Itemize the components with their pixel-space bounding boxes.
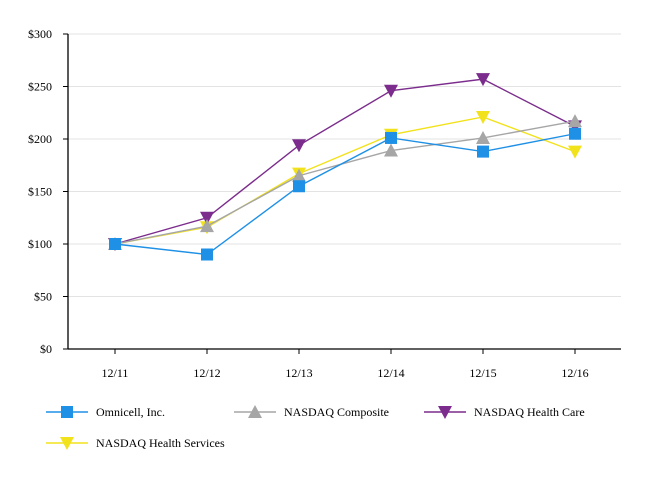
x-tick-label: 12/12 [193,366,220,380]
series-1 [108,114,582,250]
series-line [114,116,576,245]
grid-lines [68,33,621,297]
legend-swatch [46,437,88,450]
data-point-marker [292,168,306,182]
data-point-marker [568,114,582,128]
legend-swatch [424,406,466,419]
legend-label: NASDAQ Health Services [96,435,225,450]
y-axis-ticks: $0 $50 $100 $150 $200 $250 $300 [28,27,68,356]
legend-label: NASDAQ Composite [284,404,390,419]
legend-marker [248,405,262,418]
legend-label: NASDAQ Health Care [474,404,585,419]
y-tick-label: $300 [28,27,52,41]
data-point-marker [384,143,398,157]
data-point-marker [476,73,490,87]
legend-item: NASDAQ Health Services [46,433,225,453]
x-tick-label: 12/16 [561,366,588,380]
x-tick-label: 12/14 [377,366,404,380]
data-point-marker [476,130,490,144]
y-tick-label: $100 [28,237,52,251]
line-chart: $0$50$100$150$200$250$300 12/11 12/12 12/1… [28,27,621,380]
data-point-marker [200,211,214,225]
y-tick-label: $150 [28,185,52,199]
x-tick-label: 12/15 [469,366,496,380]
data-point-marker [109,238,121,250]
legend: Omnicell, Inc. NASDAQ Composite NASDAQ Hea… [0,395,654,465]
data-point-marker [293,180,305,193]
y-tick-label: $50 [34,290,52,304]
data-point-marker [568,145,582,159]
x-tick-label: 12/13 [285,366,312,380]
data-point-marker [476,110,490,124]
legend-item: NASDAQ Composite [234,402,389,422]
legend-marker [438,406,452,419]
series-group [108,73,582,261]
data-point-marker [201,248,213,261]
series-0 [109,127,581,261]
data-point-marker [385,131,397,144]
data-point-marker [292,139,306,153]
series-line [114,133,576,256]
y-tick-label: $0 [40,342,52,356]
x-axis-ticks: 12/11 12/12 12/13 12/14 12/15 12/16 [102,349,589,380]
legend-item: Omnicell, Inc. [46,402,165,422]
data-point-marker [200,219,214,233]
legend-label: Omnicell, Inc. [96,404,165,419]
legend-marker [61,406,73,418]
legend-swatch [234,405,276,418]
y-tick-label: $250 [28,80,52,94]
legend-swatch [46,406,88,418]
data-point-marker [477,145,489,158]
legend-marker [60,437,74,450]
data-point-marker [384,84,398,98]
x-tick-label: 12/11 [102,366,129,380]
legend-item: NASDAQ Health Care [424,402,585,422]
y-tick-label: $200 [28,132,52,146]
series-3 [108,110,582,251]
data-point-marker [569,127,581,140]
series-line [114,78,576,245]
series-line [114,120,576,245]
